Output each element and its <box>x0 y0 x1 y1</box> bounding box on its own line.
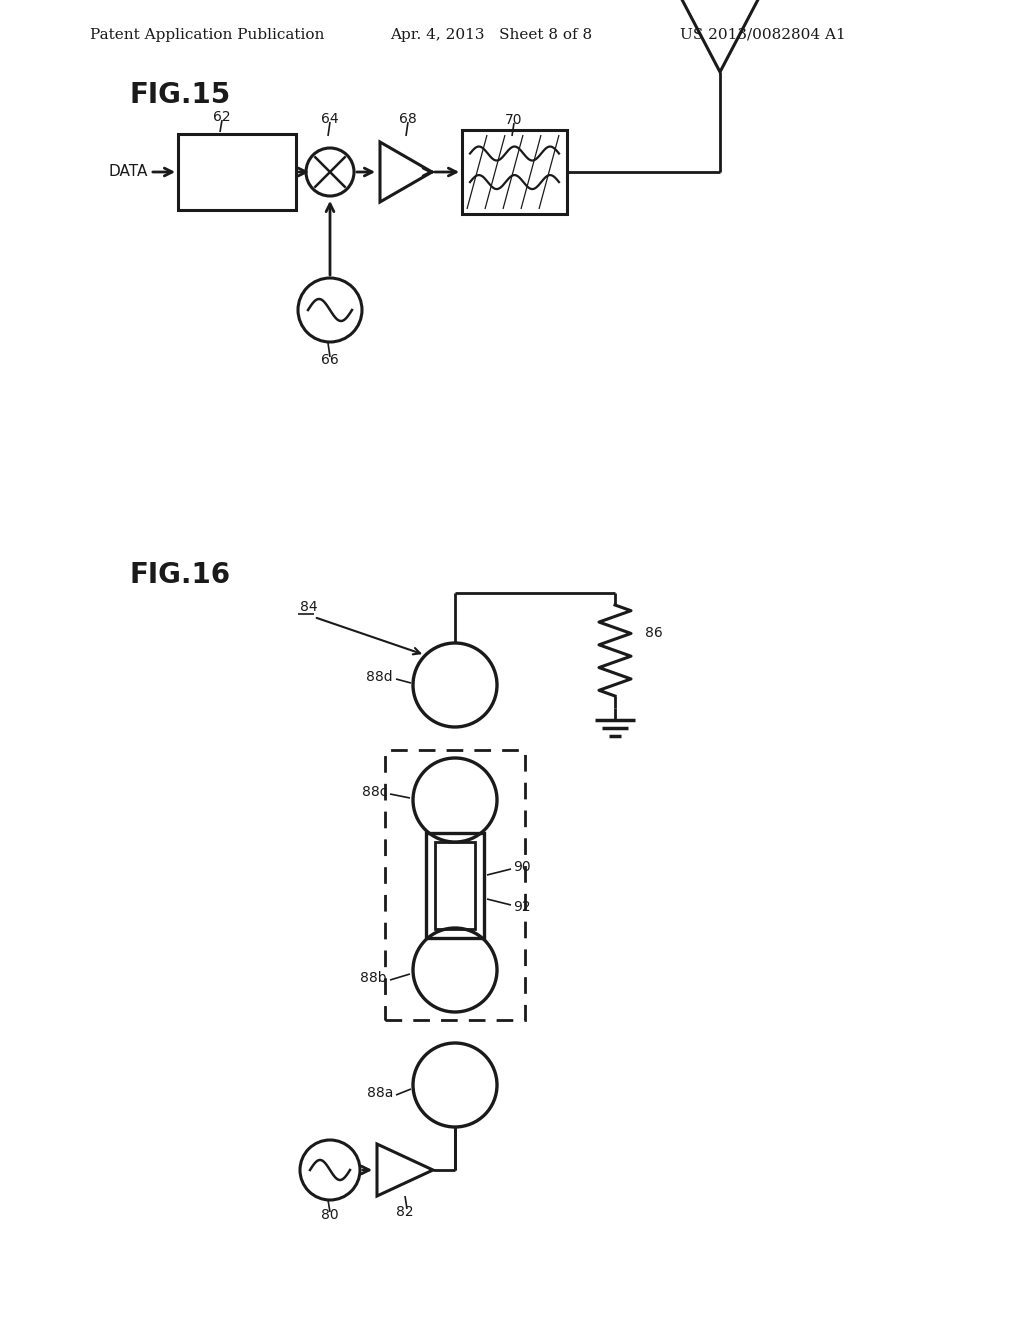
Text: 88a: 88a <box>367 1086 393 1100</box>
Text: 88b: 88b <box>360 972 387 985</box>
Bar <box>385 750 525 1020</box>
Bar <box>462 129 567 214</box>
Text: FIG.15: FIG.15 <box>130 81 231 110</box>
Bar <box>178 135 296 210</box>
Text: 68: 68 <box>399 112 417 125</box>
Text: 66: 66 <box>322 352 339 367</box>
Text: FIG.16: FIG.16 <box>130 561 231 589</box>
Text: Patent Application Publication: Patent Application Publication <box>90 28 325 42</box>
Text: 62: 62 <box>213 110 230 124</box>
Text: DATA: DATA <box>109 165 148 180</box>
Text: 86: 86 <box>645 626 663 640</box>
Text: 92: 92 <box>513 900 530 913</box>
Text: US 2013/0082804 A1: US 2013/0082804 A1 <box>680 28 846 42</box>
Text: 82: 82 <box>396 1205 414 1218</box>
Text: 88c: 88c <box>361 785 387 799</box>
Text: 80: 80 <box>322 1208 339 1222</box>
Text: 70: 70 <box>505 114 522 127</box>
Text: 90: 90 <box>513 861 530 874</box>
Text: Apr. 4, 2013   Sheet 8 of 8: Apr. 4, 2013 Sheet 8 of 8 <box>390 28 592 42</box>
Text: 84: 84 <box>300 601 317 614</box>
Text: 64: 64 <box>322 112 339 125</box>
Bar <box>435 842 475 928</box>
Bar <box>426 833 484 937</box>
Text: 88d: 88d <box>367 671 393 684</box>
